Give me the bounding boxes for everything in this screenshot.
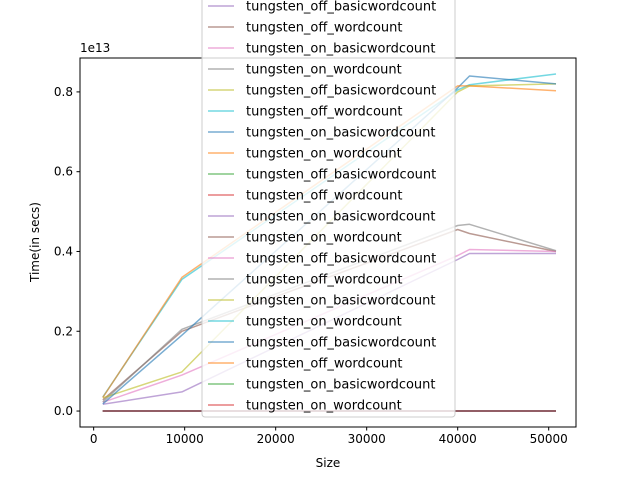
x-tick-label: 50000 xyxy=(530,432,568,446)
legend-entry-label: tungsten_off_basicwordcount xyxy=(246,0,436,15)
y-tick-label: 0.6 xyxy=(54,165,73,179)
legend-entry-label: tungsten_off_wordcount xyxy=(246,21,402,36)
legend-entry-label: tungsten_off_wordcount xyxy=(246,357,402,372)
x-tick-label: 30000 xyxy=(348,432,386,446)
legend-entry-label: tungsten_on_basicwordcount xyxy=(246,126,436,141)
x-tick-label: 20000 xyxy=(257,432,295,446)
series-line-14 xyxy=(102,83,557,399)
series-line-16 xyxy=(102,75,557,405)
series-line-13 xyxy=(102,223,557,403)
legend-entry-label: tungsten_off_basicwordcount xyxy=(246,84,436,99)
legend: tungsten_off_basicwordcount tungsten_off_… xyxy=(201,0,456,418)
ticks-layer: 0 10000 20000 30000 40000 50000 0.0 0.2 0.4 0.6 0.… xyxy=(54,85,568,446)
x-tick-label: 40000 xyxy=(439,432,477,446)
legend-entry-label: tungsten_off_wordcount xyxy=(246,105,402,120)
series-layer xyxy=(102,73,557,412)
legend-entry-label: tungsten_off_wordcount xyxy=(246,189,402,204)
legend-entry-label: tungsten_on_basicwordcount xyxy=(246,294,436,309)
legend-entry-label: tungsten_off_basicwordcount xyxy=(246,252,436,267)
y-scale-offset-label: 1e13 xyxy=(80,41,110,55)
legend-entry-label: tungsten_on_basicwordcount xyxy=(246,210,436,225)
series-line-17 xyxy=(102,85,557,398)
y-tick-label: 0.8 xyxy=(54,85,73,99)
legend-entry-label: tungsten_off_basicwordcount xyxy=(246,168,436,183)
legend-entry-label: tungsten_on_wordcount xyxy=(246,231,402,246)
y-tick-label: 0.4 xyxy=(54,244,73,258)
x-axis-label: Size xyxy=(316,456,341,470)
series-line-10 xyxy=(102,252,556,406)
x-tick-label: 0 xyxy=(90,432,98,446)
legend-entry-label: tungsten_off_basicwordcount xyxy=(246,336,436,351)
legend-entry-label: tungsten_on_basicwordcount xyxy=(246,378,436,393)
y-tick-label: 0.0 xyxy=(54,404,73,418)
legend-box xyxy=(201,0,456,418)
x-tick-label: 10000 xyxy=(166,432,204,446)
y-tick-label: 0.2 xyxy=(54,324,73,338)
y-axis-label: Time(in secs) xyxy=(28,202,42,283)
legend-entry-label: tungsten_on_wordcount xyxy=(246,399,402,414)
legend-entry-label: tungsten_on_basicwordcount xyxy=(246,42,436,57)
legend-entry-label: tungsten_on_wordcount xyxy=(246,315,402,330)
legend-entry-label: tungsten_on_wordcount xyxy=(246,147,402,162)
series-line-12 xyxy=(102,248,557,404)
legend-entry-label: tungsten_on_wordcount xyxy=(246,63,402,78)
legend-entry-label: tungsten_off_wordcount xyxy=(246,273,402,288)
